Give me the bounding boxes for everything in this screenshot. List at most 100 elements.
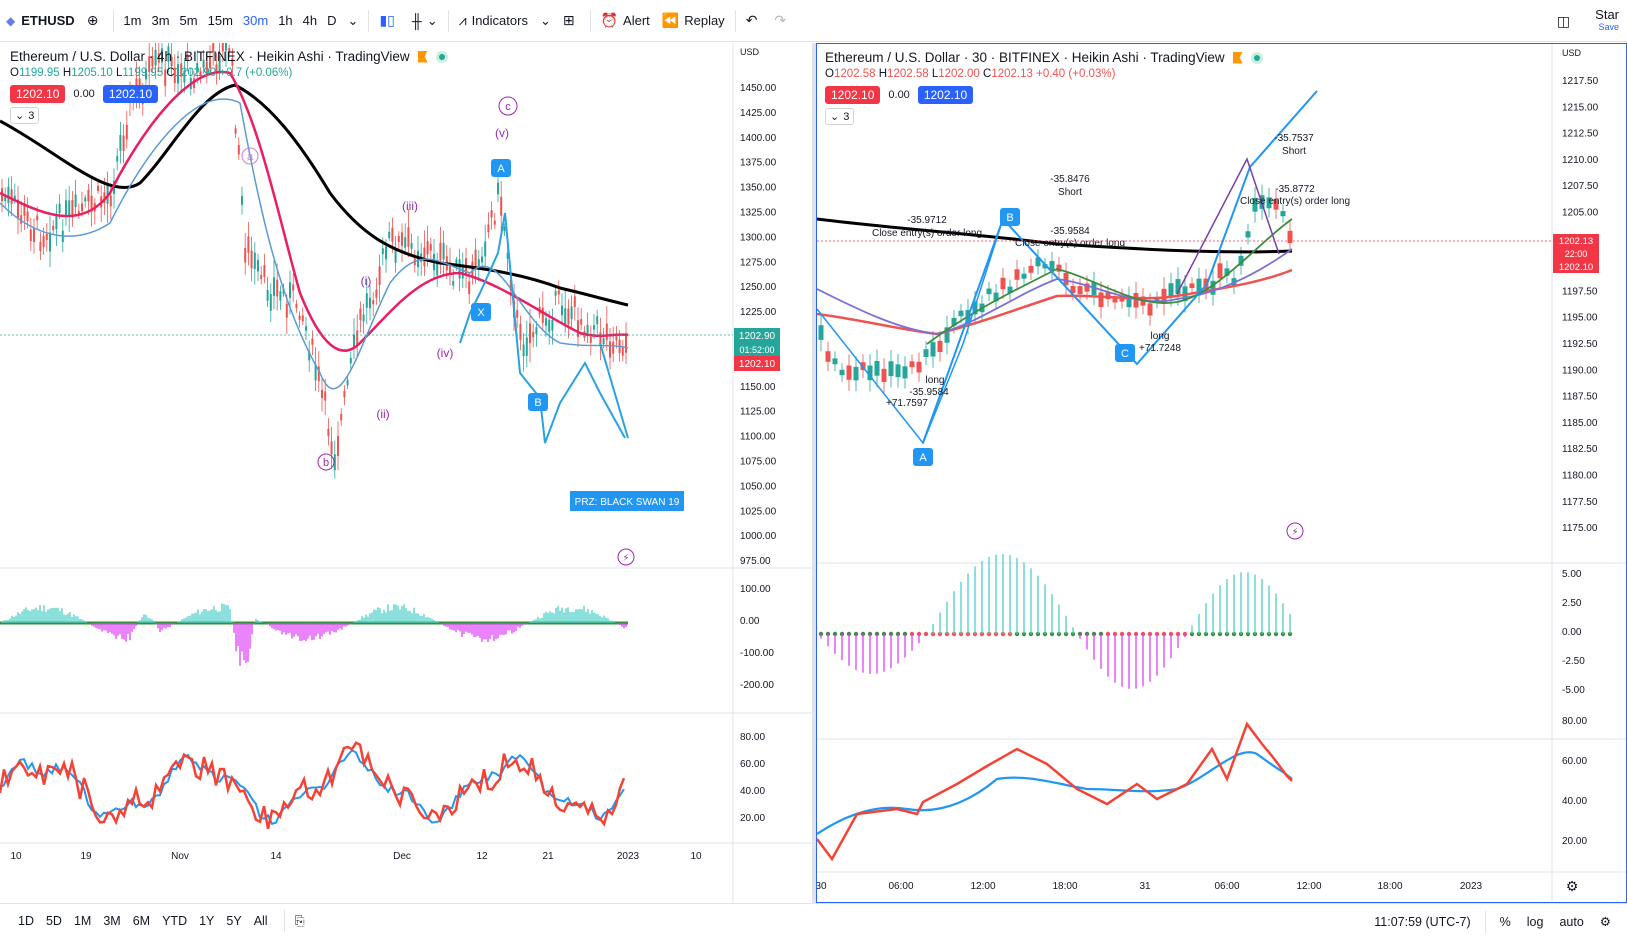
right-price-axis[interactable]: 1217.50 1215.00 1212.50 1210.00 1207.50 1205.… [1562, 76, 1599, 534]
tf-1m[interactable]: 1m [123, 13, 142, 28]
rsi-tick-label[interactable]: 80.00 [740, 732, 765, 743]
time-tick-label[interactable]: Nov [171, 851, 189, 862]
right-rsi-axis[interactable]: 80.00 60.00 40.00 20.00 [1562, 716, 1587, 847]
timeframe-dropdown[interactable]: ⌄ [342, 7, 365, 35]
templates-button[interactable]: ⊞ [557, 7, 586, 35]
layout-button[interactable]: ◫ [1551, 7, 1581, 35]
rsi-tick-label[interactable]: 60.00 [740, 759, 765, 770]
left-price-axis[interactable]: 1450.00 1425.00 1400.00 1375.00 1350.00 1325.… [740, 83, 777, 567]
price-tick-label[interactable]: 1195.00 [1562, 313, 1598, 324]
point-label-b[interactable]: B [528, 393, 548, 411]
point-label-b[interactable]: B [1000, 208, 1020, 226]
macd-tick-label[interactable]: 0.00 [1562, 627, 1582, 638]
macd-tick-label[interactable]: 2.50 [1562, 598, 1582, 609]
goto-date-button[interactable]: ⎘ [289, 914, 311, 929]
right-chart-canvas[interactable]: USD 1217.501215.001212.501210.001207.501… [817, 44, 1626, 902]
currency-label[interactable]: USD [740, 47, 760, 57]
price-tick-label[interactable]: 1182.50 [1562, 444, 1598, 455]
price-tick-label[interactable]: 1225.00 [740, 307, 777, 318]
range-all[interactable]: All [253, 914, 268, 928]
percent-toggle[interactable]: % [1499, 914, 1511, 929]
point-label-x[interactable]: X [471, 303, 491, 321]
time-tick-label[interactable]: 12:00 [970, 881, 995, 892]
macd-tick-label[interactable]: -200.00 [740, 680, 774, 691]
save-layout-button[interactable]: Star Save [1595, 8, 1619, 33]
buy-price-button[interactable]: 1202.10 [917, 86, 974, 104]
range-3m[interactable]: 3M [103, 914, 121, 928]
price-tick-label[interactable]: 1050.00 [740, 481, 777, 492]
range-ytd[interactable]: YTD [162, 914, 188, 928]
price-tick-label[interactable]: 1100.00 [740, 432, 776, 443]
time-tick-label[interactable]: 30 [817, 881, 827, 892]
wave-label-iv[interactable]: (iv) [437, 346, 454, 360]
right-chart-panel[interactable]: Ethereum / U.S. Dollar · 30 · BITFINEX ·… [816, 43, 1627, 903]
price-tick-label[interactable]: 1180.00 [1562, 471, 1598, 482]
rsi-tick-label[interactable]: 20.00 [1562, 836, 1587, 847]
left-rsi-axis[interactable]: 80.00 60.00 40.00 20.00 [740, 732, 765, 824]
rsi-tick-label[interactable]: 20.00 [740, 813, 765, 824]
price-tick-label[interactable]: 1275.00 [740, 257, 777, 268]
price-tick-label[interactable]: 1425.00 [740, 108, 777, 119]
flag-icon[interactable] [1232, 51, 1243, 64]
price-tick-label[interactable]: 1205.00 [1562, 208, 1599, 219]
time-tick-label[interactable]: 14 [270, 851, 282, 862]
price-tick-label[interactable]: 1207.50 [1562, 181, 1599, 192]
price-tick-label[interactable]: 975.00 [740, 556, 771, 567]
range-1m[interactable]: 1M [73, 914, 92, 928]
right-time-axis[interactable]: 30 06:00 12:00 18:00 31 06:00 12:00 18:00 2023 [817, 881, 1483, 892]
lightning-icon[interactable]: ⚡ [1286, 522, 1304, 540]
left-macd-axis[interactable]: 100.00 0.00 -100.00 -200.00 [740, 584, 774, 691]
wave-label-b[interactable]: b [317, 453, 335, 471]
time-tick-label[interactable]: 2023 [617, 851, 640, 862]
time-tick-label[interactable]: 18:00 [1052, 881, 1077, 892]
left-chart-title[interactable]: Ethereum / U.S. Dollar · 4h · BITFINEX ·… [10, 49, 410, 64]
currency-label[interactable]: USD [1562, 48, 1582, 58]
flag-icon[interactable] [417, 50, 428, 63]
replay-button[interactable]: ⏪ Replay [656, 7, 731, 35]
sell-price-button[interactable]: 1202.10 [825, 86, 881, 104]
price-tick-label[interactable]: 1000.00 [740, 531, 777, 542]
indicators-button[interactable]: ⩘ Indicators [453, 7, 534, 35]
macd-tick-label[interactable]: 100.00 [740, 584, 771, 595]
indicators-collapse-button[interactable]: ⌄ 3 [10, 107, 40, 124]
chart-type-button[interactable]: ╫ ⌄ [406, 7, 444, 35]
wave-label-i[interactable]: (i) [361, 274, 372, 288]
pattern-line-purple[interactable] [1176, 157, 1280, 295]
price-tick-label[interactable]: 1215.00 [1562, 102, 1599, 113]
price-tick-label[interactable]: 1025.00 [740, 506, 777, 517]
left-time-axis[interactable]: 10 19 Nov 14 Dec 12 21 2023 10 [10, 851, 702, 862]
buy-price-button[interactable]: 1202.10 [102, 85, 159, 103]
time-tick-label[interactable]: 2023 [1460, 881, 1483, 892]
macd-tick-label[interactable]: -5.00 [1562, 685, 1585, 696]
price-tick-label[interactable]: 1375.00 [740, 158, 777, 169]
panel-divider[interactable] [812, 43, 816, 903]
price-tick-label[interactable]: 1300.00 [740, 232, 777, 243]
rsi-tick-label[interactable]: 40.00 [1562, 796, 1587, 807]
price-tick-label[interactable]: 1150.00 [740, 382, 776, 393]
wave-label-v[interactable]: (v) [495, 126, 509, 140]
tf-1h[interactable]: 1h [278, 13, 293, 28]
time-tick-label[interactable]: 18:00 [1377, 881, 1402, 892]
price-tick-label[interactable]: 1192.50 [1562, 339, 1598, 350]
time-tick-label[interactable]: 10 [10, 851, 22, 862]
time-tick-label[interactable]: 06:00 [1214, 881, 1239, 892]
settings-icon[interactable]: ⚙ [1566, 878, 1579, 894]
indicators-dropdown[interactable]: ⌄ [534, 7, 557, 35]
bar-style-button[interactable]: ▮▯ [373, 7, 405, 35]
compare-button[interactable]: ⊕ [81, 7, 110, 35]
tf-5m[interactable]: 5m [179, 13, 198, 28]
left-chart-canvas[interactable]: 1450.00 1425.00 1400.00 1375.00 1350.00 1325.… [0, 43, 812, 903]
tf-30m[interactable]: 30m [242, 13, 269, 28]
price-tick-label[interactable]: 1250.00 [740, 282, 777, 293]
price-tick-label[interactable]: 1325.00 [740, 208, 777, 219]
range-1d[interactable]: 1D [18, 914, 34, 928]
settings-button[interactable]: ⚙ [1594, 914, 1617, 929]
projection-line[interactable] [599, 342, 629, 439]
price-tick-label[interactable]: 1210.00 [1562, 155, 1599, 166]
time-tick-label[interactable]: 12:00 [1296, 881, 1321, 892]
log-toggle[interactable]: log [1526, 914, 1544, 929]
right-macd-axis[interactable]: 5.00 2.50 0.00 -2.50 -5.00 [1562, 569, 1585, 696]
macd-tick-label[interactable]: -100.00 [740, 648, 774, 659]
price-tick-label[interactable]: 1212.50 [1562, 129, 1599, 140]
rsi-tick-label[interactable]: 60.00 [1562, 756, 1587, 767]
